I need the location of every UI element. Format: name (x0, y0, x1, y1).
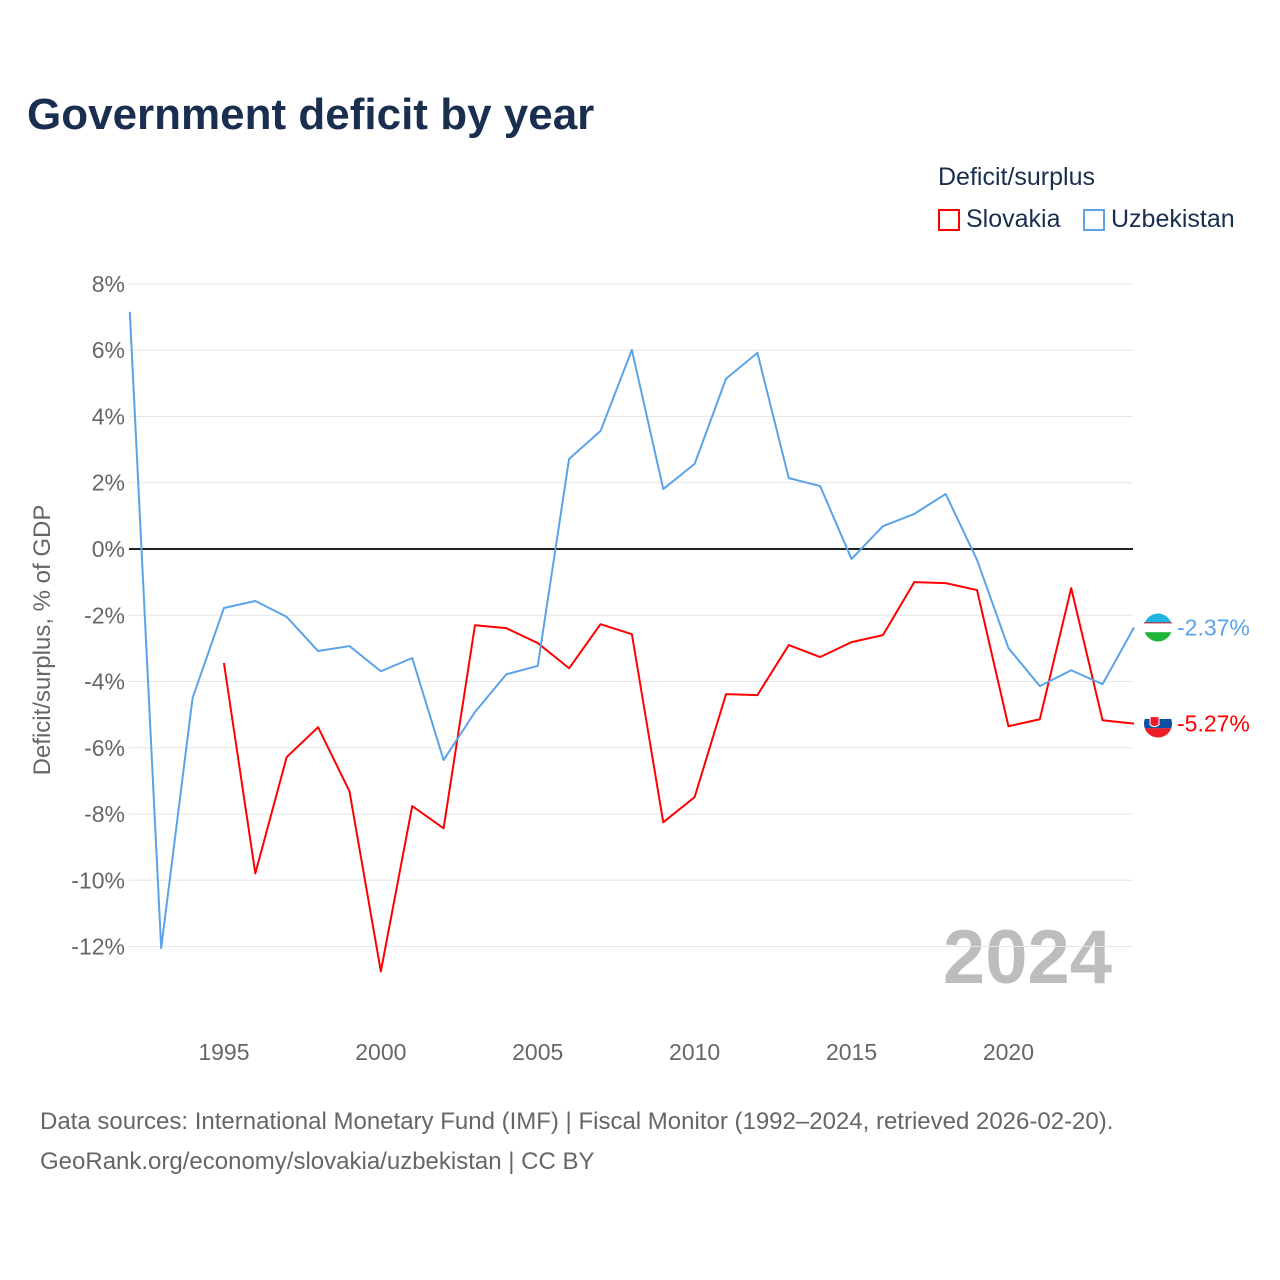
y-tick-label: 8% (92, 271, 125, 297)
y-tick-label: 2% (92, 470, 125, 496)
y-axis-label: Deficit/surplus, % of GDP (29, 505, 56, 776)
legend-title: Deficit/surplus (938, 163, 1095, 191)
y-tick-label: -6% (84, 735, 125, 761)
series-line-slovakia (222, 581, 1135, 973)
x-tick-label: 2015 (826, 1039, 877, 1065)
footer-credit: GeoRank.org/economy/slovakia/uzbekistan … (40, 1148, 595, 1175)
flag-stripe (1144, 728, 1172, 738)
flag-stripe (1144, 709, 1172, 719)
legend-swatch-slovakia (938, 208, 960, 231)
flag-stripe (1144, 622, 1172, 633)
end-label-uzbekistan: -2.37% (1177, 615, 1250, 641)
footer-sources: Data sources: International Monetary Fun… (40, 1108, 1114, 1135)
flag-stripe (1144, 613, 1172, 623)
y-tick-label: -10% (71, 867, 125, 893)
end-label-slovakia: -5.27% (1177, 711, 1250, 737)
legend-item-uzbekistan[interactable]: Uzbekistan (1083, 205, 1235, 234)
x-tick-label: 2005 (512, 1039, 563, 1065)
x-tick-label: 1995 (198, 1039, 249, 1065)
x-tick-label: 2000 (355, 1039, 406, 1065)
legend-label-uzbekistan: Uzbekistan (1111, 205, 1235, 233)
x-tick-label: 2010 (669, 1039, 720, 1065)
y-tick-label: 6% (92, 337, 125, 363)
y-tick-label: -2% (84, 602, 125, 628)
legend-swatch-uzbekistan (1083, 208, 1105, 231)
flag-stripe (1144, 632, 1172, 642)
y-tick-label: 0% (92, 536, 125, 562)
year-watermark: 2024 (943, 915, 1112, 1000)
y-tick-label: -4% (84, 669, 125, 695)
slovakia-flag-icon (1144, 709, 1172, 738)
y-tick-label: -12% (71, 934, 125, 960)
legend-item-slovakia[interactable]: Slovakia (938, 205, 1061, 234)
uzbekistan-flag-icon (1144, 613, 1172, 642)
chart-title: Government deficit by year (27, 90, 595, 139)
flag-emblem (1149, 716, 1160, 728)
x-tick-label: 2020 (983, 1039, 1034, 1065)
series-line-uzbekistan (128, 311, 1135, 950)
y-tick-label: -8% (84, 801, 125, 827)
legend-label-slovakia: Slovakia (966, 205, 1061, 233)
y-tick-label: 4% (92, 403, 125, 429)
